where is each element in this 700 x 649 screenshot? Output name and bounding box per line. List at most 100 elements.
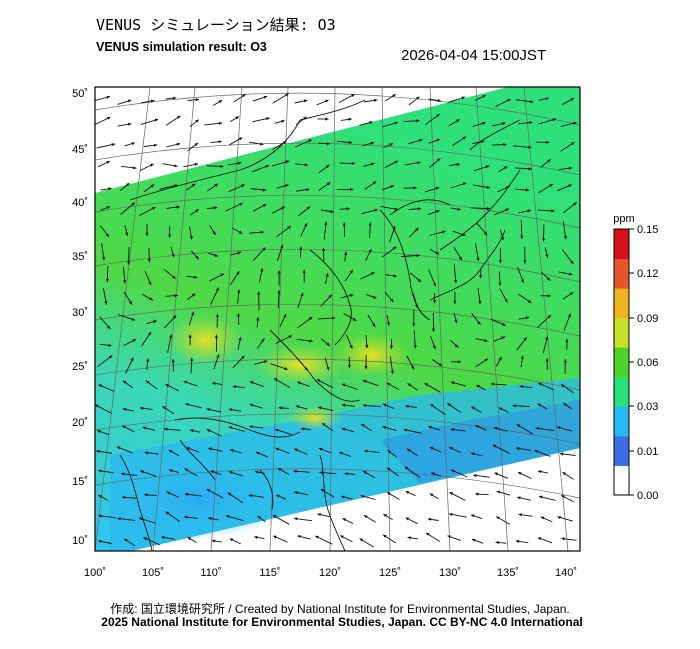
wind-vector-head — [131, 317, 136, 321]
wind-vector-head — [104, 301, 108, 305]
wind-vector-head — [370, 162, 375, 166]
wind-vector-head — [147, 258, 151, 263]
wind-vector-head — [363, 379, 367, 383]
colorbar-tick-label: 0.06 — [637, 357, 658, 369]
wind-vector-head — [169, 469, 173, 473]
wind-vector-head — [389, 143, 394, 147]
wind-vector-head — [262, 204, 267, 208]
wind-vector-head — [215, 287, 219, 292]
wind-vector-head — [559, 452, 564, 456]
wind-vector-head — [471, 406, 475, 410]
wind-vector-head — [450, 381, 455, 385]
wind-vector-head — [454, 344, 459, 348]
wind-vector-head — [326, 142, 330, 146]
lon-tick-label: 135˚ — [497, 567, 519, 579]
wind-vector-head — [419, 138, 423, 142]
wind-vector-head — [294, 517, 298, 521]
lat-tick-label: 50˚ — [72, 88, 88, 100]
wind-vector-head — [534, 449, 538, 453]
wind-vector-head — [145, 232, 149, 236]
wind-vector-head — [106, 206, 111, 210]
wind-vector-head — [172, 275, 176, 279]
wind-vector-head — [479, 275, 483, 279]
lon-tick-label: 115˚ — [259, 567, 280, 579]
wind-vector-head — [206, 429, 211, 433]
wind-vector-head — [436, 114, 440, 118]
wind-vector-head — [480, 140, 485, 144]
wind-vector-head — [277, 468, 282, 472]
wind-vector-head — [483, 231, 488, 236]
wind-vector-head — [387, 467, 391, 471]
wind-vector-head — [295, 405, 300, 409]
wind-vector-head — [416, 254, 420, 258]
wind-vector-head — [461, 96, 466, 100]
wind-vector-head — [561, 495, 565, 499]
wind-vector-head — [206, 489, 211, 492]
wind-vector-head — [218, 121, 223, 125]
wind-vector-head — [350, 187, 354, 191]
wind-vector-head — [131, 202, 135, 206]
wind-vector-head — [351, 161, 355, 166]
wind-vector-head — [125, 232, 129, 236]
wind-vector-head — [496, 490, 501, 494]
lat-tick-label: 35˚ — [72, 251, 88, 263]
wind-vector-head — [274, 378, 278, 382]
wind-vector-head — [490, 382, 495, 386]
colorbar-segments — [614, 229, 629, 496]
wind-vector-head — [547, 314, 552, 319]
wind-vector-head — [528, 167, 532, 171]
wind-vector-head — [484, 358, 488, 362]
wind-vector-head — [364, 515, 368, 519]
wind-vector-head — [127, 261, 131, 265]
wind-vector-head — [475, 492, 479, 496]
wind-vector-head — [346, 207, 350, 211]
wind-vector-head — [437, 98, 441, 103]
wind-vector-head — [447, 535, 451, 539]
wind-vector-head — [124, 538, 128, 542]
wind-vector-head — [106, 161, 110, 164]
wind-vector-head — [447, 403, 451, 407]
wind-vector-head — [98, 514, 102, 518]
wind-vector-head — [107, 325, 111, 329]
wind-vector-head — [191, 183, 196, 187]
wind-vector-head — [154, 118, 159, 122]
wind-vector-head — [237, 251, 242, 255]
wind-vector-head — [121, 495, 126, 499]
wind-vector-head — [254, 535, 258, 539]
wind-vector-head — [176, 142, 181, 146]
wind-vector-head — [383, 514, 387, 518]
wind-vector-head — [515, 539, 520, 543]
wind-vector-head — [195, 255, 199, 260]
wind-vector-head — [96, 449, 100, 453]
wind-vector-head — [260, 142, 264, 146]
wind-vector-head — [215, 313, 219, 317]
wind-vector-head — [236, 271, 240, 275]
wind-vector-head — [462, 136, 466, 140]
wind-vector-head — [501, 336, 506, 340]
wind-vector-head — [557, 426, 561, 430]
wind-vector-head — [482, 95, 486, 98]
wind-vector-head — [146, 358, 150, 362]
wind-vector-head — [315, 535, 319, 539]
wind-vector-head — [309, 316, 313, 321]
wind-vector-head — [365, 344, 369, 349]
wind-vector-head — [369, 121, 373, 125]
wind-vector-head — [239, 203, 243, 206]
wind-vector-head — [341, 495, 345, 499]
wind-vector-head — [484, 338, 488, 342]
wind-vector-head — [186, 447, 190, 451]
wind-vector-head — [235, 116, 239, 120]
wind-vector-head — [108, 187, 112, 191]
wind-vector-head — [303, 99, 308, 103]
wind-vector-head — [187, 537, 192, 541]
wind-vector-head — [166, 491, 171, 495]
wind-vector-head — [449, 447, 453, 450]
wind-vector-head — [238, 137, 243, 141]
wind-vector-head — [529, 121, 533, 125]
wind-vector-head — [562, 472, 566, 476]
wind-vector-head — [128, 301, 132, 305]
wind-vector-head — [228, 408, 233, 412]
wind-vector-head — [362, 403, 367, 407]
wind-vector-head — [537, 537, 542, 541]
wind-vector-head — [405, 404, 409, 408]
